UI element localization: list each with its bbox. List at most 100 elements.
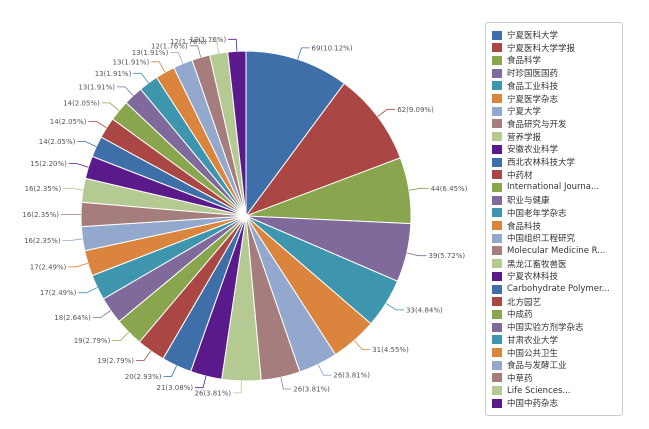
legend-label: 北方园艺 [507, 297, 542, 308]
slice-label: 19(2.79%) [74, 337, 111, 345]
legend-label: 宁夏医科大学 [507, 31, 559, 41]
legend-label: 中国公共卫生 [507, 348, 559, 359]
legend-label: 中国老年学杂志 [507, 208, 567, 219]
legend-label: Carbohydrate Polymer... [507, 284, 610, 294]
legend-swatch [492, 119, 502, 129]
legend-label: Molecular Medicine R... [507, 245, 606, 256]
label-connector [189, 45, 202, 58]
label-connector [136, 350, 152, 362]
legend-label: 黑龙江畜牧兽医 [507, 259, 567, 270]
label-connector [317, 364, 332, 376]
legend-swatch [492, 94, 502, 103]
legend-item[interactable]: 时珍国医国药 [492, 67, 558, 79]
legend-label: 食品科学 [507, 56, 542, 67]
slice-label: 18(2.64%) [54, 314, 91, 322]
legend-swatch [492, 297, 502, 307]
legend-swatch [492, 348, 502, 357]
legend-item[interactable]: Carbohydrate Polymer... [492, 283, 610, 295]
legend-item[interactable]: 食品科技 [492, 220, 541, 232]
label-connector [297, 47, 310, 60]
legend-swatch [492, 259, 502, 269]
legend-swatch [492, 157, 502, 167]
legend-item[interactable]: 中成药 [492, 308, 533, 320]
legend-item[interactable]: 宁夏大学 [492, 105, 541, 117]
legend-item[interactable]: 中药材 [492, 169, 533, 181]
legend-swatch [492, 182, 502, 192]
legend-item[interactable]: 宁夏医科大学 [492, 29, 558, 41]
legend-label: 中国组织工程研究 [507, 234, 576, 245]
legend-item[interactable]: Molecular Medicine R... [492, 245, 605, 257]
legend-label: 宁夏大学 [507, 107, 542, 118]
slice-label: 20(2.93%) [125, 373, 162, 381]
slice-label: 12(1.76%) [151, 42, 188, 50]
legend-item[interactable]: 安徽农业科学 [492, 143, 558, 155]
legend-swatch [492, 68, 502, 78]
legend-swatch [492, 309, 502, 319]
legend-label: 时珍国医国药 [507, 69, 559, 80]
legend-swatch [492, 55, 502, 65]
legend-item[interactable]: 食品与发酵工业 [492, 359, 567, 371]
legend-swatch [492, 233, 502, 243]
legend-item[interactable]: 职业与健康 [492, 194, 550, 206]
legend-item[interactable]: 中国实验方剂学杂志 [492, 321, 584, 333]
legend-item[interactable]: 食品科学 [492, 54, 541, 66]
legend-item[interactable]: 甘肃农业大学 [492, 334, 558, 346]
legend-item[interactable]: 食品研究与开发 [492, 118, 567, 130]
legend-item[interactable]: International Journa... [492, 181, 599, 193]
legend-item[interactable]: 中国老年学杂志 [492, 207, 567, 219]
label-connector [377, 108, 396, 117]
legend-swatch [492, 170, 502, 180]
legend-label: 中国中药杂志 [507, 399, 559, 410]
slice-label: 16(2.35%) [24, 237, 61, 245]
label-connector [170, 52, 184, 64]
legend-swatch [492, 221, 502, 230]
label-connector [62, 238, 83, 241]
legend-swatch [492, 322, 502, 332]
label-connector [63, 187, 84, 191]
legend-item[interactable]: 中国中药杂志 [492, 397, 558, 409]
label-connector [385, 303, 405, 311]
label-connector [280, 377, 292, 390]
slice-label: 13(1.91%) [95, 70, 132, 78]
slice-label: 17(2.49%) [40, 289, 77, 297]
legend-item[interactable]: 宁夏医科大学学报 [492, 42, 575, 54]
legend-swatch [492, 30, 502, 40]
legend-item[interactable]: 中国组织工程研究 [492, 232, 575, 244]
legend-item[interactable]: 黑龙江畜牧兽医 [492, 258, 567, 270]
legend-swatch [492, 271, 502, 281]
slice-label: 69(10.12%) [312, 44, 353, 52]
slice-label: 14(2.05%) [39, 138, 76, 146]
slice-label: 19(2.79%) [97, 357, 134, 365]
legend-label: International Journa... [507, 182, 600, 193]
legend-label: 中药材 [507, 170, 533, 181]
slice-label: 16(2.35%) [25, 185, 62, 193]
slice-label: 33(4.84%) [406, 306, 443, 314]
legend-item[interactable]: 北方园艺 [492, 296, 541, 308]
legend-item[interactable]: Life Sciences... [492, 385, 571, 397]
legend-label: Life Sciences... [507, 385, 571, 396]
pie-slices [80, 50, 412, 382]
slice-label: 16(2.35%) [22, 211, 59, 219]
legend-item[interactable]: 宁夏农林科技 [492, 270, 558, 282]
slice-label: 14(2.05%) [50, 118, 87, 126]
slice-label: 13(1.91%) [78, 83, 115, 91]
pie-slice[interactable] [245, 50, 345, 218]
legend-item[interactable]: 营养学报 [492, 131, 541, 143]
legend-item[interactable]: 中草药 [492, 372, 533, 384]
slice-labels: 69(10.12%) 62(9.09%) 44(6.45%) 39(5.72%) 33(… [22, 36, 467, 398]
label-connector [77, 141, 97, 147]
legend-item[interactable]: 宁夏医学杂志 [492, 93, 558, 105]
label-connector [68, 163, 89, 168]
legend-item[interactable]: 食品工业科技 [492, 80, 558, 92]
label-connector [163, 365, 177, 378]
legend-item[interactable]: 中国公共卫生 [492, 347, 558, 359]
slice-label: 26(3.81%) [293, 386, 330, 394]
slice-label: 31(4.55%) [372, 346, 409, 354]
legend-item[interactable]: 西北农林科技大学 [492, 156, 575, 168]
legend-label: 甘肃农业大学 [507, 335, 559, 346]
slice-label: 26(3.81%) [333, 372, 370, 380]
label-connector [133, 72, 149, 84]
legend-swatch [492, 386, 502, 396]
slice-label: 14(2.05%) [63, 99, 100, 107]
pie-slice[interactable] [244, 82, 402, 218]
